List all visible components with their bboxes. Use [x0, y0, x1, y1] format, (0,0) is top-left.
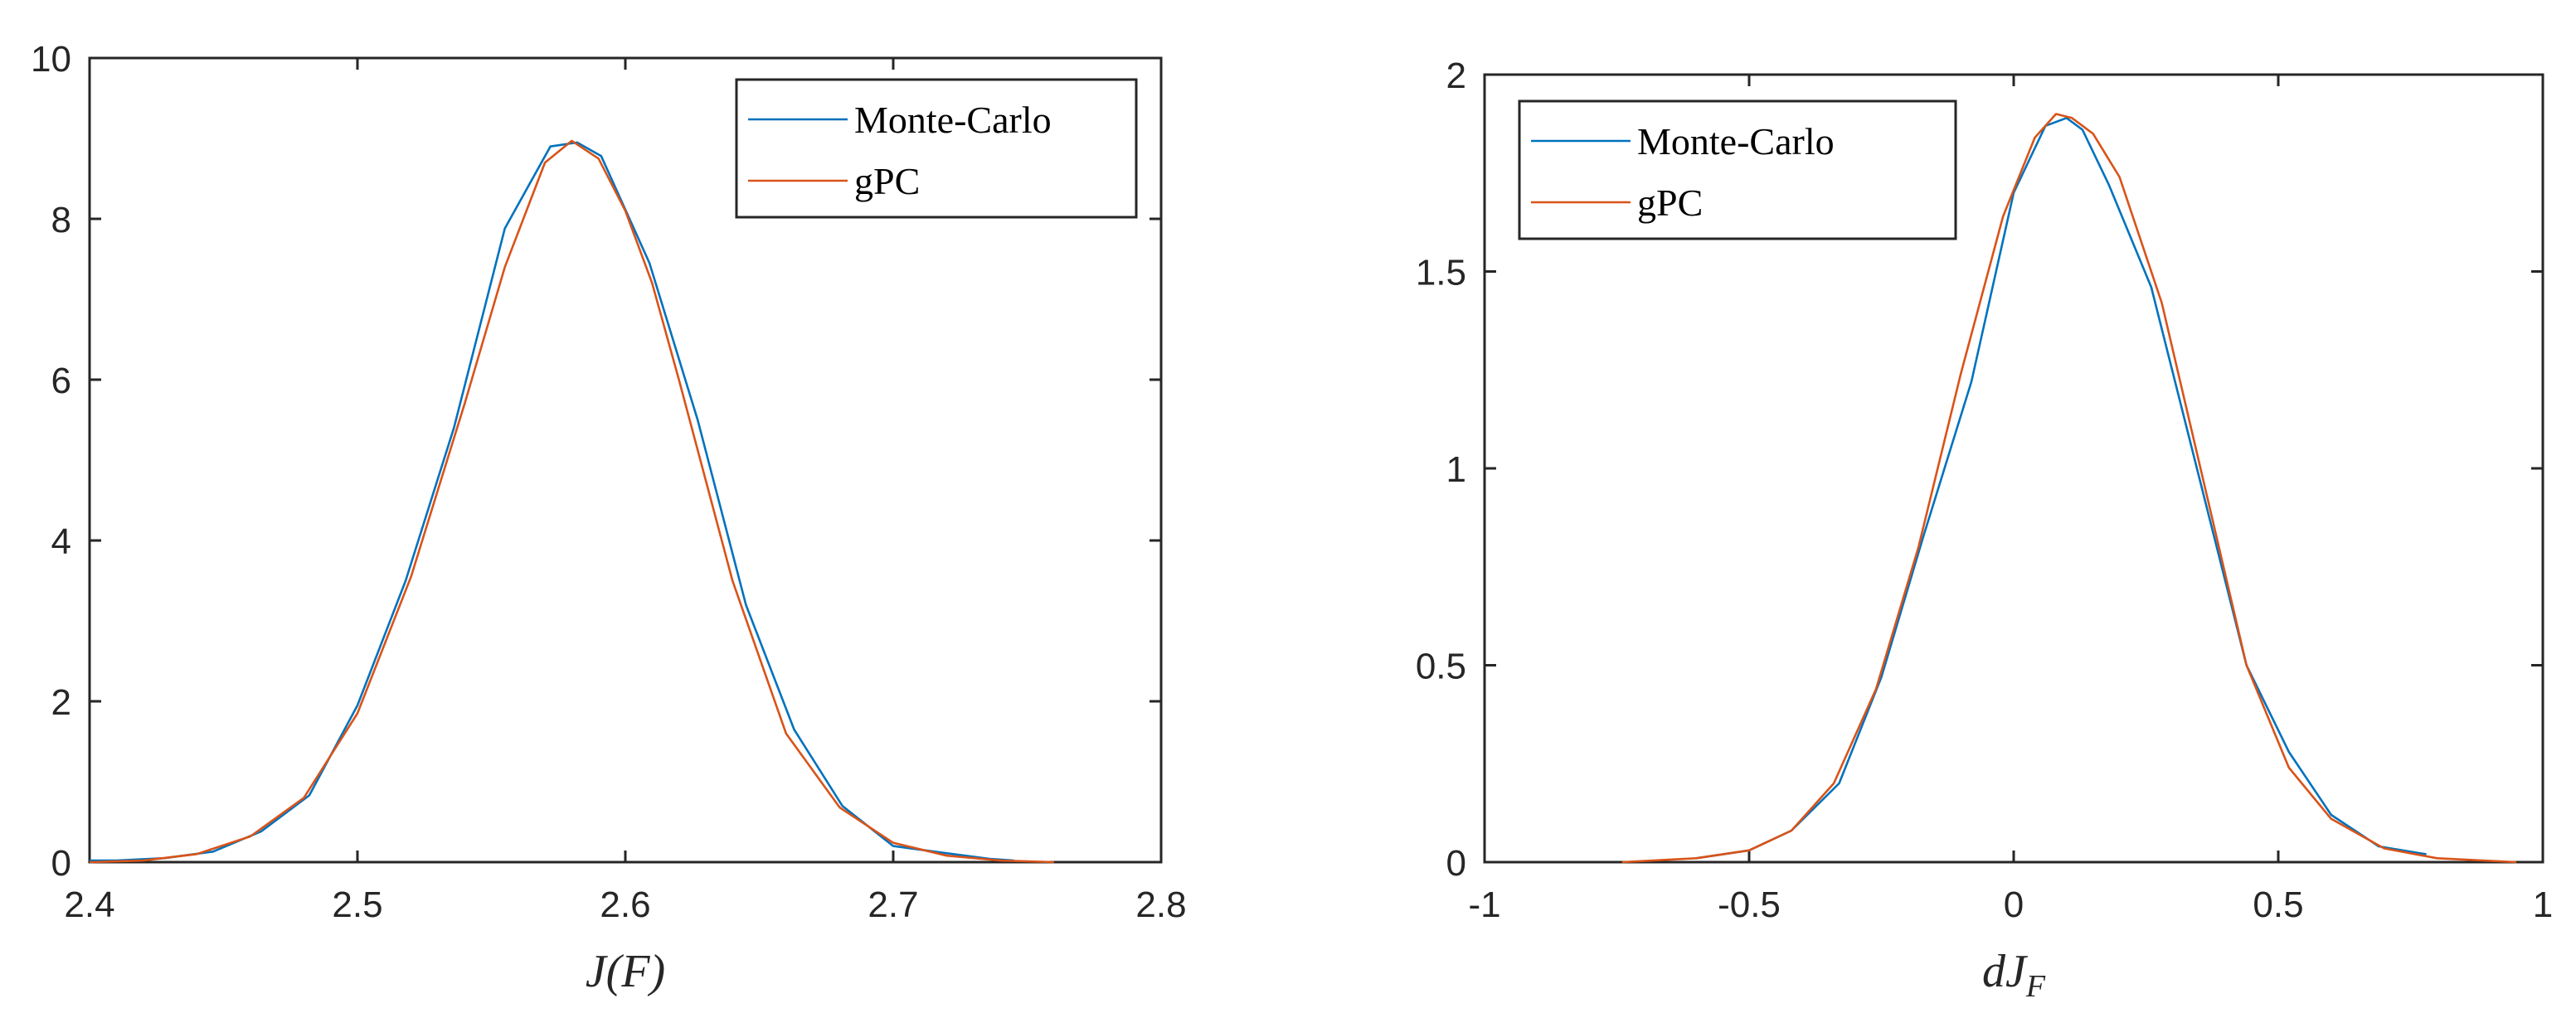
legend: Monte-Carlo gPC	[1518, 99, 1957, 240]
legend-label: Monte-Carlo	[1637, 120, 1835, 162]
x-tick-label: 0.5	[2253, 885, 2303, 925]
chart-panel-1: 2.4 2.5 2.6 2.7 2.8 0 2 4 6 8 10 J(F) Monte-Carlo gPC	[31, 39, 1187, 997]
x-tick-label: 1	[2533, 885, 2553, 925]
y-tick-label: 1.5	[1416, 253, 1466, 293]
x-tick-label: 2.5	[332, 885, 382, 925]
legend-label: gPC	[854, 160, 920, 202]
x-tick-label: 2.6	[600, 885, 650, 925]
chart-panel-2: -1 -0.5 0 0.5 1 0 0.5 1 1.5 2 dJF Monte-Carlo gPC	[1416, 56, 2553, 1004]
y-tick-label: 8	[51, 200, 71, 240]
y-tick-label: 6	[51, 361, 71, 401]
legend-box	[1518, 99, 1957, 240]
x-tick-label: 0	[2004, 885, 2024, 925]
legend-box	[735, 78, 1138, 219]
series-line-montecarlo	[1696, 117, 2427, 860]
x-tick-label: 2.7	[868, 885, 918, 925]
y-tick-label: 0.5	[1416, 647, 1466, 687]
legend-label: Monte-Carlo	[854, 99, 1052, 141]
series-line-gpc	[1621, 113, 2517, 864]
y-tick-label: 0	[1446, 843, 1466, 884]
x-tick-label: 2.8	[1135, 885, 1186, 925]
x-axis-label: J(F)	[586, 946, 665, 997]
x-tick-label: -1	[1468, 885, 1500, 925]
x-tick-label: 2.4	[64, 885, 114, 925]
legend: Monte-Carlo gPC	[735, 78, 1138, 219]
legend-label: gPC	[1637, 182, 1703, 224]
series-line-gpc	[89, 139, 1054, 864]
y-tick-label: 4	[51, 521, 71, 562]
x-tick-label: -0.5	[1718, 885, 1781, 925]
x-axis-label-subscript: F	[2025, 969, 2046, 1004]
y-tick-label: 2	[51, 682, 71, 723]
y-tick-label: 10	[31, 39, 71, 80]
x-axis-label: dJF	[1982, 946, 2046, 1004]
y-tick-label: 2	[1446, 56, 1466, 96]
y-tick-label: 1	[1446, 449, 1466, 490]
y-tick-label: 0	[51, 843, 71, 884]
